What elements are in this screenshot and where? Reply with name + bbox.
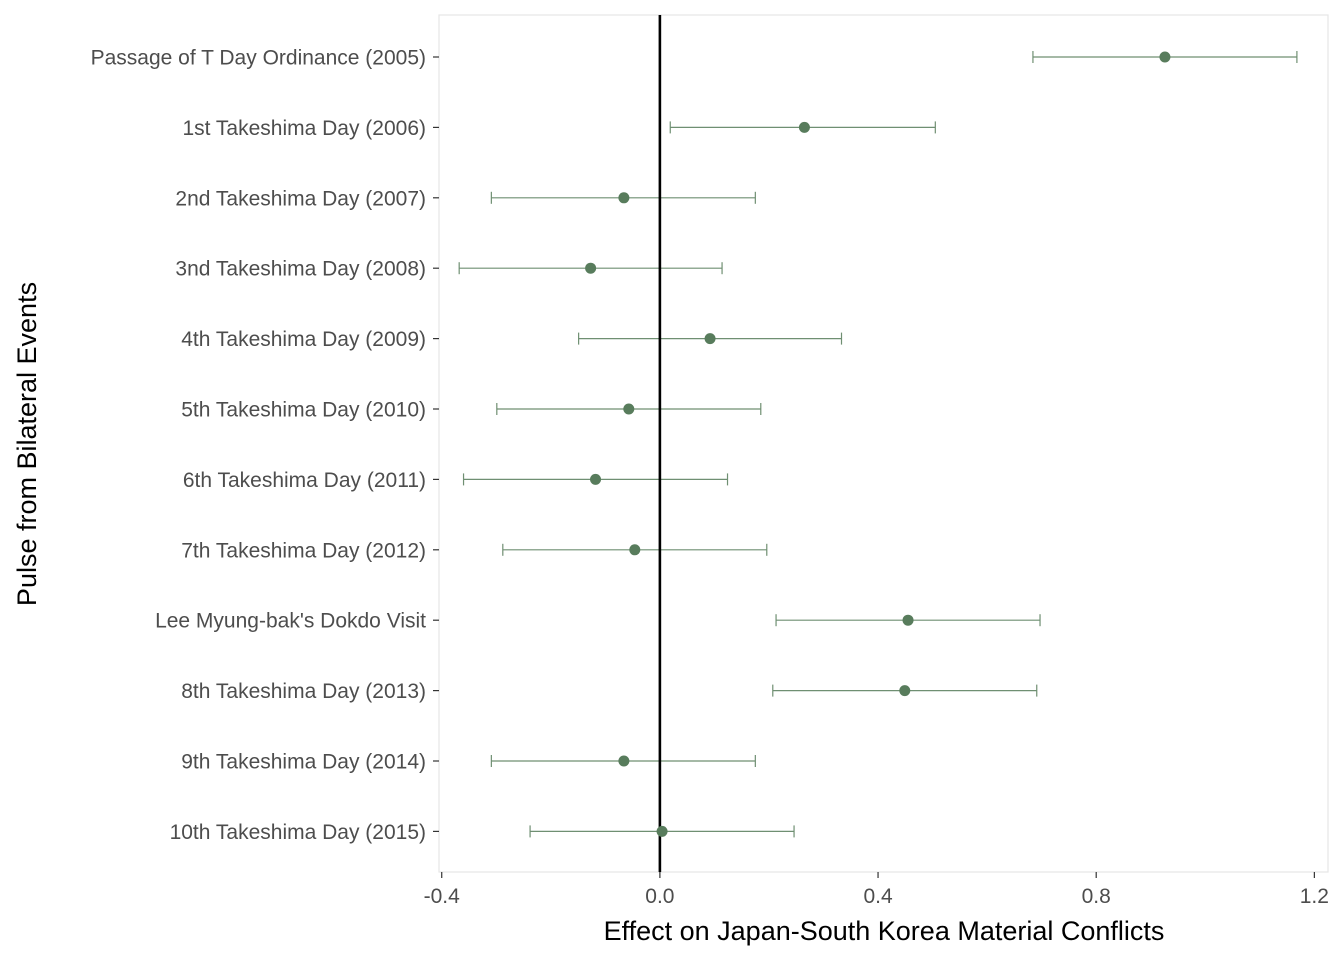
y-tick-label: Passage of T Day Ordinance (2005)	[91, 47, 426, 70]
x-axis: -0.4 0.0 0.4 0.8 1.2	[424, 872, 1329, 908]
x-tick-label: 0.0	[645, 885, 674, 908]
estimate-point	[629, 544, 641, 556]
x-tick-label: 1.2	[1300, 885, 1329, 908]
y-axis: Passage of T Day Ordinance (2005) 1st Tak…	[91, 47, 439, 844]
x-tick-label: 0.8	[1082, 885, 1111, 908]
x-axis-title: Effect on Japan-South Korea Material Con…	[604, 916, 1165, 946]
x-tick-label: 0.4	[863, 885, 893, 908]
estimate-point	[618, 192, 630, 204]
y-tick-label: 5th Takeshima Day (2010)	[181, 399, 426, 422]
y-tick-label: 3nd Takeshima Day (2008)	[175, 258, 426, 281]
y-tick-label: 6th Takeshima Day (2011)	[183, 469, 426, 492]
estimate-point	[704, 333, 716, 345]
y-axis-title: Pulse from Bilateral Events	[12, 282, 42, 606]
y-tick-label: 1st Takeshima Day (2006)	[182, 117, 426, 140]
y-tick-label: 4th Takeshima Day (2009)	[181, 328, 426, 351]
estimate-point	[585, 262, 597, 274]
y-tick-label: 7th Takeshima Day (2012)	[181, 539, 426, 562]
y-tick-label: 9th Takeshima Day (2014)	[181, 751, 426, 774]
point-layer	[585, 51, 1171, 837]
estimate-point	[656, 825, 668, 837]
y-tick-label: Lee Myung-bak's Dokdo Visit	[155, 610, 426, 633]
y-tick-label: 10th Takeshima Day (2015)	[170, 821, 426, 844]
estimate-point	[618, 755, 630, 767]
y-tick-label: 2nd Takeshima Day (2007)	[175, 187, 426, 210]
estimate-point	[1159, 51, 1171, 63]
y-tick-label: 8th Takeshima Day (2013)	[181, 680, 426, 703]
estimate-point	[590, 473, 602, 485]
plot-panel	[438, 14, 1329, 873]
x-tick-label: -0.4	[424, 885, 461, 908]
estimate-point	[623, 403, 635, 415]
estimate-point	[798, 121, 810, 133]
estimate-point	[899, 685, 911, 697]
estimate-point	[902, 614, 914, 626]
